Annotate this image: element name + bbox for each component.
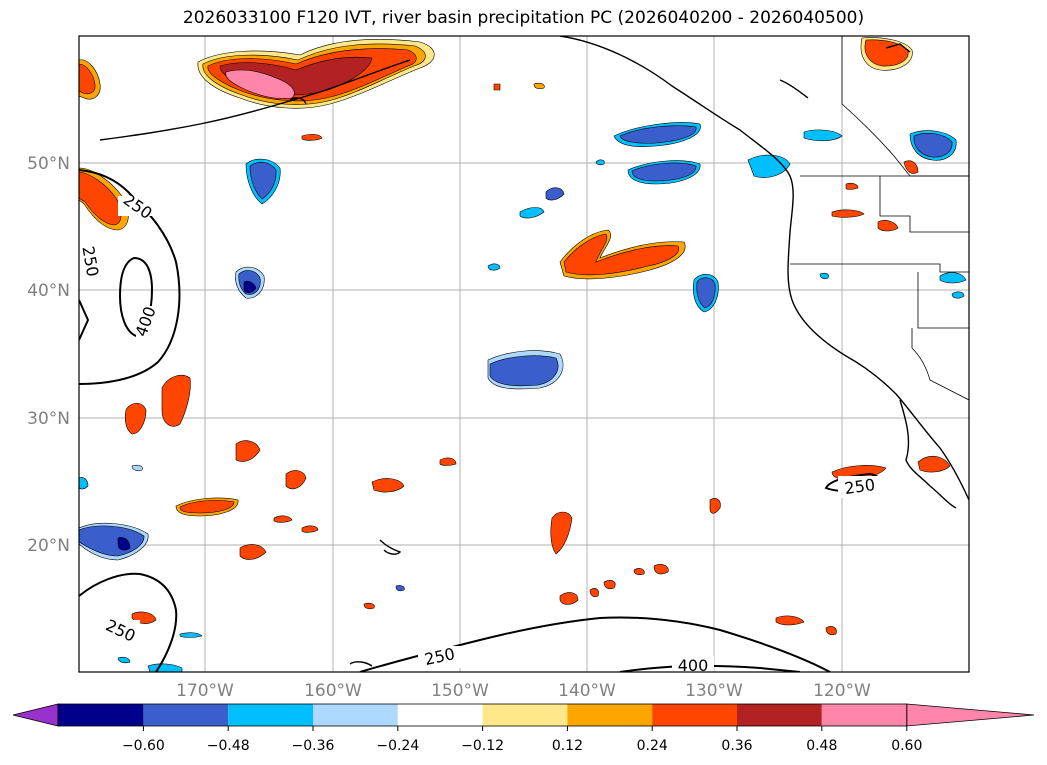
colorbar-tick-5: −0.12 (461, 738, 504, 754)
colorbar-segment-7 (567, 704, 653, 726)
colorbar-segment-9 (737, 704, 822, 726)
colorbar-tick-1: −0.60 (122, 738, 165, 754)
colorbar-tick-6: 0.12 (552, 738, 583, 754)
contour-label-400-b: 400 (678, 656, 709, 675)
coastlines (99, 36, 969, 667)
lat-label-50n: 50°N (27, 154, 70, 174)
lon-label-120w: 120°W (813, 681, 871, 701)
lat-label-30n: 30°N (27, 409, 70, 429)
lon-label-140w: 140°W (558, 681, 616, 701)
map-title: 2026033100 F120 IVT, river basin precipi… (182, 8, 865, 28)
colorbar-tick-4: −0.24 (376, 738, 419, 754)
lon-label-160w: 160°W (304, 681, 362, 701)
contour-label-250-e: 250 (843, 475, 876, 498)
colorbar-extend-left (12, 703, 59, 727)
negative-precip-areas (79, 122, 967, 672)
lat-label-20n: 20°N (27, 536, 70, 556)
colorbar-segment-2 (143, 704, 229, 726)
colorbar-segment-5 (397, 704, 483, 726)
colorbar: −0.60 −0.48 −0.36 −0.24 −0.12 0.12 0.24 … (12, 703, 1035, 754)
colorbar-tick-9: 0.48 (806, 738, 837, 754)
colorbar-segment-3 (228, 704, 313, 726)
lon-label-130w: 130°W (685, 681, 743, 701)
colorbar-segment-1 (58, 704, 144, 726)
map-frame (78, 35, 970, 673)
colorbar-segment-10 (821, 704, 907, 726)
lat-label-40n: 40°N (27, 281, 70, 301)
ivt-contour-labels: 250 250 400 250 250 400 250 (76, 190, 882, 675)
colorbar-segment-4 (313, 704, 398, 726)
colorbar-tick-2: −0.48 (207, 738, 250, 754)
colorbar-tick-7: 0.24 (637, 738, 668, 754)
graticule (79, 36, 969, 672)
political-boundaries (790, 36, 969, 401)
positive-precip-areas (79, 37, 951, 636)
colorbar-tick-10: 0.60 (891, 738, 922, 754)
latitude-labels: 50°N 40°N 30°N 20°N (27, 154, 70, 556)
colorbar-tick-3: −0.36 (292, 738, 335, 754)
colorbar-segment-8 (652, 704, 737, 726)
lon-label-150w: 150°W (431, 681, 489, 701)
colorbar-segment-6 (482, 704, 568, 726)
lon-label-170w: 170°W (176, 681, 234, 701)
longitude-labels: 170°W 160°W 150°W 140°W 130°W 120°W (176, 681, 871, 701)
colorbar-extend-right (906, 703, 1035, 727)
colorbar-tick-8: 0.36 (721, 738, 752, 754)
